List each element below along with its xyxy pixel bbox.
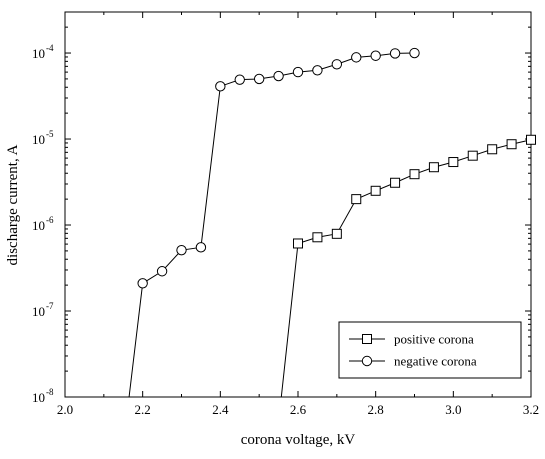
data-point-square (487, 144, 498, 155)
data-point-square (526, 134, 536, 145)
data-point-square (506, 139, 517, 150)
data-point-square (293, 238, 303, 249)
data-point-circle (409, 47, 420, 59)
data-point-square (370, 185, 381, 196)
y-tick-exponent: -6 (46, 215, 54, 225)
series-line-1 (128, 52, 415, 398)
y-tick-exponent: -5 (46, 129, 54, 139)
data-point-circle (351, 52, 362, 63)
data-point-circle (234, 74, 245, 85)
data-point-circle (273, 70, 284, 82)
legend-marker-square (362, 334, 372, 344)
x-tick-label: 3.0 (445, 402, 461, 417)
y-axis-title: discharge current, A (5, 144, 21, 265)
data-point-square (467, 150, 478, 161)
y-tick-exponent: -4 (46, 43, 54, 53)
data-point-circle (215, 81, 226, 92)
data-point-circle (195, 242, 207, 253)
y-tick-label: 10 (32, 218, 45, 233)
y-tick-label: 10 (32, 304, 45, 319)
data-point-square (428, 162, 439, 173)
y-tick-exponent: -7 (46, 301, 54, 311)
legend: positive corona negative corona (338, 321, 522, 379)
y-tick-label: 10 (32, 132, 45, 147)
x-tick-label: 3.2 (523, 402, 539, 417)
x-tick-label: 2.6 (290, 402, 307, 417)
y-tick-label: 10 (32, 390, 45, 405)
data-point-circle (176, 244, 187, 256)
data-point-square (331, 228, 342, 239)
data-point-circle (292, 66, 304, 78)
data-point-square (448, 157, 459, 168)
data-point-circle (253, 73, 265, 85)
x-tick-label: 2.8 (368, 402, 384, 417)
x-tick-label: 2.0 (57, 402, 73, 417)
data-point-square (312, 232, 323, 243)
data-point-circle (156, 266, 168, 277)
legend-label-positive: positive corona (394, 332, 474, 347)
data-point-square (351, 194, 362, 205)
y-tick-exponent: -8 (46, 387, 54, 397)
data-point-square (390, 177, 401, 188)
data-point-circle (331, 59, 343, 70)
series-layer (128, 47, 536, 398)
data-point-circle (389, 48, 401, 59)
data-point-circle (370, 50, 381, 61)
x-tick-label: 2.4 (212, 402, 229, 417)
x-tick-label: 2.2 (135, 402, 151, 417)
ticks-layer: 2.0 2.2 2.4 2.6 2.8 3.0 3.210-810-710-610 -510-… (32, 12, 539, 417)
legend-box (338, 321, 522, 379)
legend-marker-circle (361, 355, 373, 367)
data-point-circle (312, 65, 323, 76)
data-point-circle (137, 278, 148, 289)
legend-label-negative: negative corona (394, 354, 477, 369)
x-axis-title: corona voltage, kV (241, 432, 356, 448)
y-tick-label: 10 (32, 46, 45, 61)
data-point-square (409, 169, 420, 180)
